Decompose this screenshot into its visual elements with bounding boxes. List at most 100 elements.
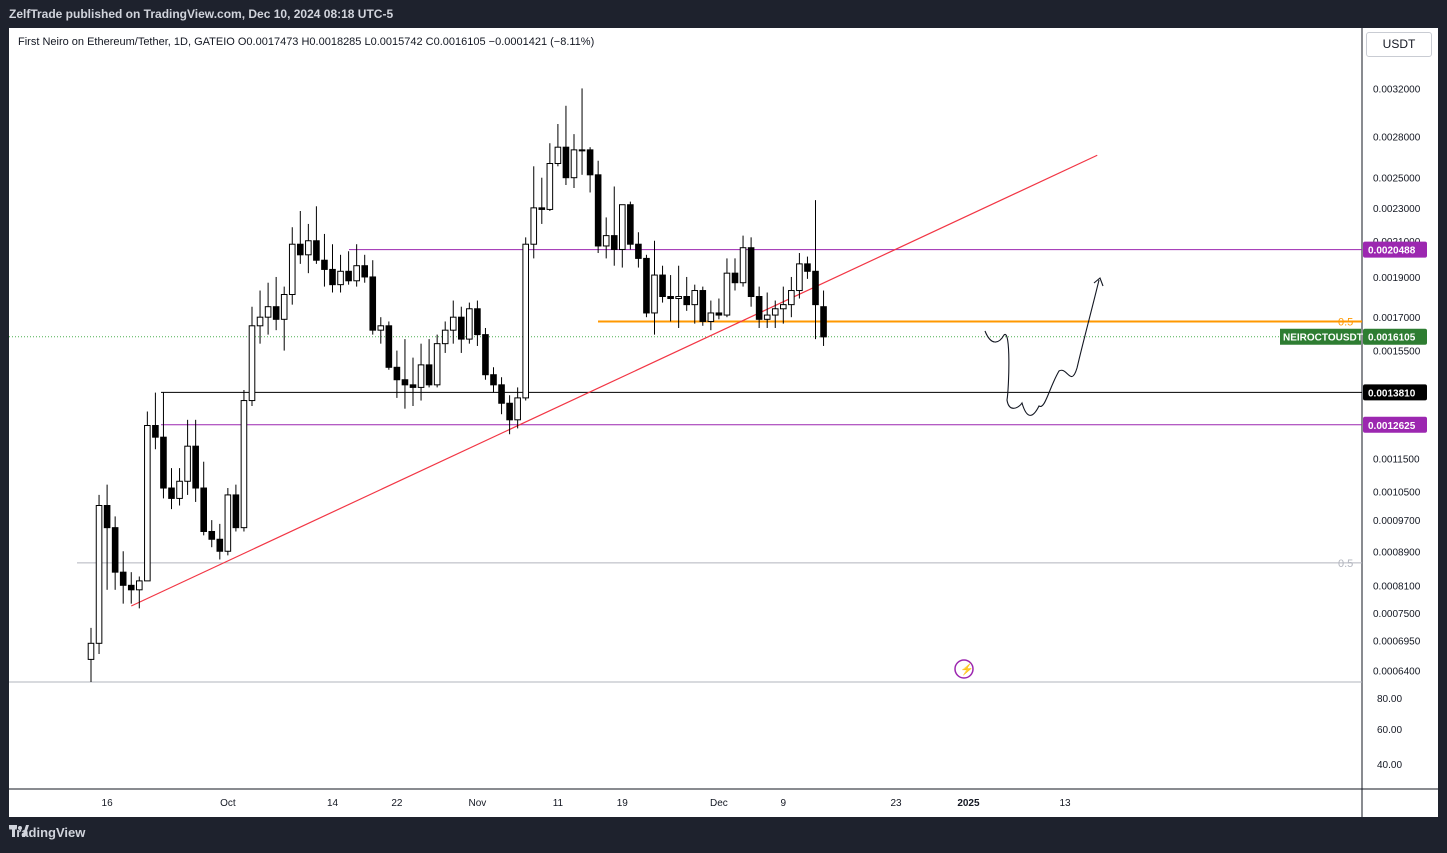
candle-body xyxy=(627,204,634,245)
chart-frame[interactable]: 0.5 0.5 ⚡ 0.0032000 0.0028000 0.0025000 0.0023… xyxy=(9,28,1438,817)
candle xyxy=(780,286,787,324)
candle xyxy=(144,411,151,582)
candle xyxy=(321,233,328,287)
candle xyxy=(691,284,699,324)
candle-body xyxy=(136,580,143,591)
candle-body xyxy=(562,146,570,179)
candle xyxy=(812,200,819,340)
candle-body xyxy=(763,314,771,320)
candle-body xyxy=(248,325,256,402)
candle xyxy=(635,232,642,268)
candle xyxy=(796,253,803,299)
candle xyxy=(232,484,240,532)
fib-level-label: 0.5 xyxy=(1338,558,1353,570)
candle xyxy=(586,147,594,193)
candle-body xyxy=(425,364,433,386)
candle-body xyxy=(337,270,344,286)
candle xyxy=(192,419,199,502)
candle xyxy=(707,300,715,331)
candle-body xyxy=(578,149,586,152)
candle-body xyxy=(441,329,449,345)
candle-body xyxy=(594,174,602,247)
candle xyxy=(200,461,207,536)
candle-body xyxy=(586,149,594,176)
candle xyxy=(127,572,135,604)
candle-body xyxy=(240,400,248,529)
candle-body xyxy=(723,272,731,316)
candle xyxy=(667,275,674,322)
candle-body xyxy=(466,308,473,340)
candle-body xyxy=(635,243,642,259)
candle-body xyxy=(433,343,441,386)
candle-body xyxy=(208,530,216,540)
candle-body xyxy=(272,306,280,320)
candle xyxy=(449,300,457,344)
candle xyxy=(256,290,264,344)
candle-body xyxy=(610,235,618,250)
price-axis-tick: 0.0009700 xyxy=(1373,516,1421,527)
candle xyxy=(152,392,159,450)
candle-body xyxy=(449,316,457,331)
price-axis-tick: 0.0010500 xyxy=(1373,487,1421,498)
candle xyxy=(297,211,304,264)
time-axis-tick: 14 xyxy=(327,798,339,809)
candle xyxy=(433,334,441,388)
candle xyxy=(361,254,368,283)
candle xyxy=(659,265,666,303)
price-axis-tick: 0.0006950 xyxy=(1373,637,1421,648)
price-axis-tick: 0.0017000 xyxy=(1373,313,1421,324)
time-axis-tick: 9 xyxy=(781,798,787,809)
candle xyxy=(288,227,296,305)
candle xyxy=(409,357,417,406)
candle xyxy=(474,300,481,346)
candle-body xyxy=(739,247,747,284)
candle-body xyxy=(216,538,224,552)
candle xyxy=(95,494,103,654)
time-axis-tick: 11 xyxy=(553,798,564,809)
candle-body xyxy=(361,265,368,278)
candle-body xyxy=(474,308,481,336)
last-price-badge: 0.0016105 xyxy=(1368,333,1416,344)
candle-body xyxy=(699,290,707,322)
candle-body xyxy=(506,402,513,421)
price-chart[interactable]: 0.5 0.5 ⚡ 0.0032000 0.0028000 0.0025000 0.0023… xyxy=(9,28,1438,817)
candle-body xyxy=(321,259,328,270)
candle-body xyxy=(715,312,723,316)
candle xyxy=(111,516,119,590)
candle xyxy=(264,282,272,335)
symbol-ohlc-line: First Neiro on Ethereum/Tether, 1D, GATE… xyxy=(18,36,595,48)
candle xyxy=(329,244,336,293)
candle-body xyxy=(184,445,191,482)
candle xyxy=(788,276,795,318)
currency-button[interactable]: USDT xyxy=(1366,32,1432,57)
candle xyxy=(570,134,578,188)
oscillator-tick: 40.00 xyxy=(1377,760,1402,771)
candle-body xyxy=(232,494,240,529)
candle-body xyxy=(554,146,562,165)
candle xyxy=(771,300,779,328)
event-marker-glyph: ⚡ xyxy=(960,663,974,676)
candle xyxy=(490,367,497,393)
price-axis-tick: 0.0007500 xyxy=(1373,609,1421,620)
candle-body xyxy=(409,384,417,388)
candle xyxy=(506,395,513,435)
candle-body xyxy=(482,334,489,376)
candle-body xyxy=(87,642,95,660)
candle-body xyxy=(514,397,521,421)
price-badge-bg xyxy=(1363,384,1427,401)
candle xyxy=(441,321,449,353)
candle-body xyxy=(192,445,199,489)
candle-body xyxy=(297,243,304,256)
candle xyxy=(546,143,554,212)
candle-body xyxy=(490,374,497,386)
candle-body xyxy=(345,270,352,282)
candle-body xyxy=(103,505,111,529)
candle-body xyxy=(288,243,296,296)
candle-body xyxy=(788,290,795,306)
candle xyxy=(562,105,570,186)
price-axis-tick: 0.0019000 xyxy=(1373,273,1421,284)
candle xyxy=(305,223,312,274)
candle-body xyxy=(176,480,183,499)
candle-body xyxy=(95,505,103,644)
candle xyxy=(176,468,183,506)
